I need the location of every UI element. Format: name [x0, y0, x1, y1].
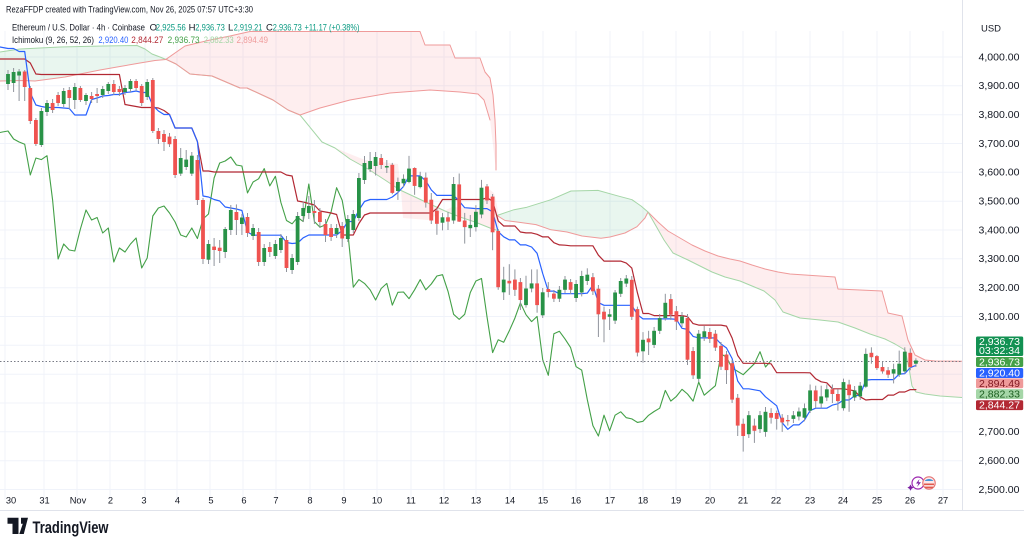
svg-text:2,882.33: 2,882.33 [204, 35, 234, 46]
svg-text:5: 5 [208, 496, 213, 506]
svg-text:3,900.00: 3,900.00 [979, 81, 1021, 92]
svg-text:2,936.73: 2,936.73 [195, 23, 225, 34]
svg-text:13: 13 [471, 496, 481, 506]
svg-text:3,100.00: 3,100.00 [979, 312, 1021, 323]
svg-text:21: 21 [738, 496, 748, 506]
svg-text:15: 15 [538, 496, 548, 506]
svg-text:3,400.00: 3,400.00 [979, 225, 1021, 236]
svg-text:31: 31 [39, 496, 49, 506]
svg-text:3,700.00: 3,700.00 [979, 139, 1021, 150]
svg-text:3,600.00: 3,600.00 [979, 168, 1021, 179]
svg-text:4,000.00: 4,000.00 [979, 52, 1021, 63]
svg-text:2,936.73: 2,936.73 [168, 35, 200, 46]
svg-text:20: 20 [705, 496, 715, 506]
svg-text:2,936.73: 2,936.73 [979, 337, 1021, 348]
svg-text:22: 22 [771, 496, 781, 506]
svg-text:24: 24 [838, 496, 848, 506]
svg-text:03:32:34: 03:32:34 [979, 346, 1021, 357]
svg-text:RezaFFDP created with TradingV: RezaFFDP created with TradingView.com, N… [6, 5, 253, 16]
svg-text:O: O [150, 23, 157, 34]
svg-text:2,936.73: 2,936.73 [979, 357, 1021, 368]
svg-text:2,700.00: 2,700.00 [979, 427, 1021, 438]
svg-text:2,920.40: 2,920.40 [98, 35, 128, 46]
svg-text:12: 12 [439, 496, 449, 506]
svg-text:3,200.00: 3,200.00 [979, 283, 1021, 294]
svg-text:L: L [228, 23, 233, 34]
svg-text:H: H [189, 23, 196, 34]
svg-text:2,882.33: 2,882.33 [979, 389, 1021, 400]
svg-text:25: 25 [872, 496, 882, 506]
svg-text:2,600.00: 2,600.00 [979, 456, 1021, 467]
svg-text:Ethereum / U.S. Dollar · 4h ·: Ethereum / U.S. Dollar · 4h · Coinbase [12, 23, 145, 34]
svg-text:9: 9 [341, 496, 346, 506]
svg-text:2: 2 [108, 496, 113, 506]
svg-text:2,925.56: 2,925.56 [156, 23, 186, 34]
svg-text:2,500.00: 2,500.00 [979, 485, 1021, 496]
svg-text:17: 17 [605, 496, 615, 506]
svg-text:18: 18 [638, 496, 648, 506]
svg-text:3: 3 [141, 496, 146, 506]
svg-text:26: 26 [905, 496, 915, 506]
svg-text:Nov: Nov [70, 496, 87, 506]
svg-text:19: 19 [671, 496, 681, 506]
svg-text:+11.17 (+0.38%): +11.17 (+0.38%) [305, 23, 360, 34]
svg-text:6: 6 [241, 496, 246, 506]
svg-text:8: 8 [307, 496, 312, 506]
svg-text:3,300.00: 3,300.00 [979, 254, 1021, 265]
svg-text:2,844.27: 2,844.27 [979, 401, 1020, 412]
svg-text:2,936.73: 2,936.73 [273, 23, 302, 34]
svg-text:10: 10 [372, 496, 382, 506]
svg-text:3,500.00: 3,500.00 [979, 197, 1021, 208]
svg-text:Ichimoku (9, 26, 52, 26): Ichimoku (9, 26, 52, 26) [12, 35, 94, 46]
svg-text:2,894.49: 2,894.49 [979, 379, 1020, 390]
svg-text:2,894.49: 2,894.49 [237, 35, 269, 46]
svg-text:27: 27 [938, 496, 948, 506]
svg-text:2,919.21: 2,919.21 [234, 23, 262, 34]
svg-text:USD: USD [981, 24, 1001, 35]
svg-text:2,920.40: 2,920.40 [979, 368, 1021, 379]
svg-text:2,844.27: 2,844.27 [131, 35, 163, 46]
svg-text:14: 14 [505, 496, 515, 506]
svg-text:16: 16 [571, 496, 581, 506]
svg-text:11: 11 [406, 496, 416, 506]
svg-text:C: C [266, 23, 273, 34]
svg-text:7: 7 [273, 496, 278, 506]
svg-text:3,800.00: 3,800.00 [979, 110, 1021, 121]
svg-text:30: 30 [6, 496, 16, 506]
svg-text:23: 23 [805, 496, 815, 506]
svg-text:4: 4 [175, 496, 180, 506]
svg-text:TradingView: TradingView [33, 519, 109, 537]
